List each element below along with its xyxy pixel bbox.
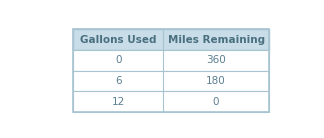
Text: Miles Remaining: Miles Remaining: [168, 35, 265, 45]
Text: 180: 180: [206, 76, 226, 86]
Text: Gallons Used: Gallons Used: [80, 35, 156, 45]
Bar: [73, 71, 269, 91]
Text: 360: 360: [206, 55, 226, 65]
Bar: [73, 50, 269, 71]
Bar: [73, 91, 269, 112]
Bar: [73, 29, 269, 50]
Text: 6: 6: [115, 76, 122, 86]
Text: 0: 0: [115, 55, 122, 65]
Bar: [73, 29, 269, 112]
Text: 12: 12: [111, 97, 125, 107]
Text: 0: 0: [213, 97, 219, 107]
